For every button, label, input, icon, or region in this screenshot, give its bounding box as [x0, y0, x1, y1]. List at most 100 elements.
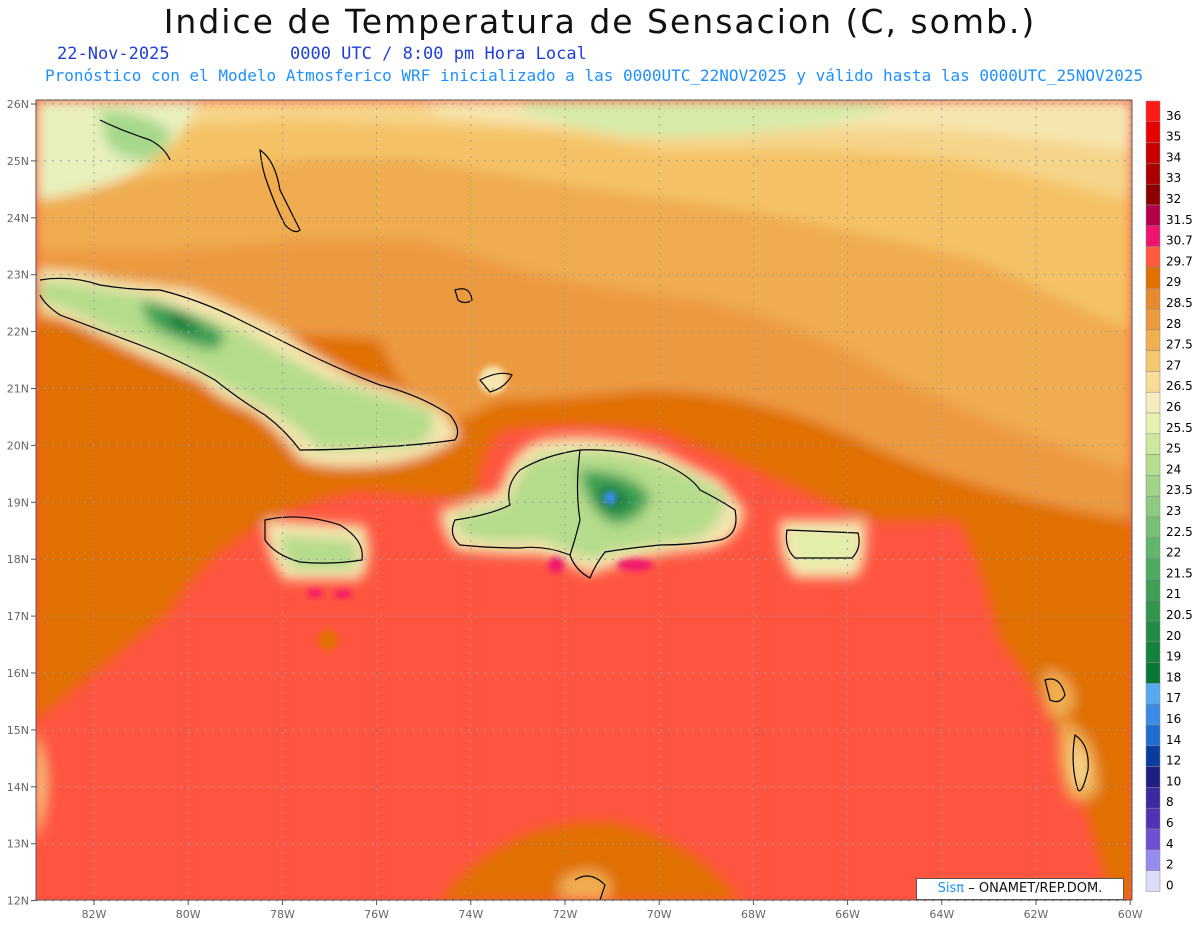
colorbar-label: 10	[1166, 774, 1181, 788]
colorbar-swatch	[1145, 703, 1161, 726]
colorbar-swatch	[1145, 475, 1161, 497]
lon-label: 70W	[647, 908, 672, 921]
lat-label: 13N	[7, 838, 29, 851]
colorbar-label: 21.5	[1166, 566, 1193, 580]
colorbar-label: 24	[1166, 462, 1181, 476]
colorbar-swatch	[1145, 787, 1161, 809]
lat-label: 17N	[7, 610, 29, 623]
colorbar-label: 20.5	[1166, 608, 1193, 622]
colorbar-swatch	[1145, 308, 1161, 331]
date-label: 22-Nov-2025	[57, 44, 170, 64]
colorbar-label: 36	[1166, 109, 1181, 123]
lon-label: 78W	[270, 908, 295, 921]
colorbar-swatch	[1145, 620, 1161, 643]
lat-label: 19N	[7, 496, 29, 509]
model-info: Pronóstico con el Modelo Atmosferico WRF…	[45, 66, 1144, 85]
colorbar-label: 0	[1166, 878, 1174, 892]
colorbar-label: 17	[1166, 691, 1181, 705]
colorbar-label: 27.5	[1166, 338, 1193, 352]
colorbar-swatch	[1145, 246, 1161, 268]
lat-label: 15N	[7, 724, 29, 737]
lon-label: 66W	[835, 908, 860, 921]
colorbar-swatch	[1145, 391, 1161, 414]
map-frame	[35, 99, 1133, 901]
colorbar-swatch	[1145, 454, 1161, 476]
colorbar-swatch	[1145, 662, 1161, 684]
colorbar-label: 12	[1166, 754, 1181, 768]
lat-label: 26N	[7, 98, 29, 111]
colorbar-label: 22	[1166, 546, 1181, 560]
colorbar-swatch	[1145, 558, 1161, 580]
colorbar-swatch	[1145, 163, 1161, 185]
colorbar-label: 34	[1166, 150, 1181, 164]
lon-label: 60W	[1118, 908, 1143, 921]
colorbar-label: 35	[1166, 130, 1181, 144]
colorbar-swatch	[1145, 745, 1161, 767]
colorbar-label: 31.5	[1166, 213, 1193, 227]
colorbar-label: 21	[1166, 587, 1181, 601]
colorbar-swatch	[1145, 766, 1161, 788]
colorbar-swatch	[1145, 267, 1161, 289]
colorbar-swatch	[1145, 516, 1161, 539]
colorbar-swatch	[1145, 287, 1161, 310]
colorbar-swatch	[1145, 579, 1161, 601]
colorbar-label: 30.7	[1166, 234, 1193, 248]
colorbar: 363534333231.530.729.72928.52827.52726.5…	[1145, 100, 1193, 892]
colorbar-swatch	[1145, 371, 1161, 393]
lon-label: 62W	[1024, 908, 1049, 921]
colorbar-swatch	[1145, 870, 1161, 892]
colorbar-swatch	[1145, 828, 1161, 851]
colorbar-label: 22.5	[1166, 525, 1193, 539]
colorbar-swatch	[1145, 121, 1161, 143]
lat-label: 21N	[7, 383, 29, 396]
colorbar-label: 6	[1166, 816, 1174, 830]
longitude-labels: 82W 80W 78W 76W 74W 72W 70W 68W 66W 64W 62W 60W	[82, 900, 1143, 921]
colorbar-swatch	[1145, 433, 1161, 455]
colorbar-label: 4	[1166, 837, 1174, 851]
latitude-labels: 26N 25N 24N 23N 22N 21N 20N 19N 18N 17N 16N 15N 14N 1…	[7, 98, 36, 908]
lat-label: 24N	[7, 212, 29, 225]
colorbar-swatch	[1145, 724, 1161, 747]
colorbar-swatch	[1145, 599, 1161, 622]
colorbar-swatch	[1145, 849, 1161, 871]
lat-label: 18N	[7, 553, 29, 566]
colorbar-swatch	[1145, 807, 1161, 830]
colorbar-label: 26.5	[1166, 379, 1193, 393]
sispi-logo: Sisπ	[937, 881, 965, 896]
colorbar-label: 18	[1166, 670, 1181, 684]
colorbar-label: 33	[1166, 171, 1181, 185]
colorbar-swatch	[1145, 683, 1161, 705]
colorbar-label: 19	[1166, 650, 1181, 664]
lat-label: 14N	[7, 781, 29, 794]
colorbar-label: 28	[1166, 317, 1181, 331]
time-label: 0000 UTC / 8:00 pm Hora Local	[290, 44, 587, 64]
lon-label: 74W	[458, 908, 483, 921]
colorbar-label: 20	[1166, 629, 1181, 643]
colorbar-label: 23.5	[1166, 483, 1193, 497]
lat-label: 25N	[7, 155, 29, 168]
colorbar-label: 29	[1166, 275, 1181, 289]
credit-box: Sisπ – ONAMET/REP.DOM.	[916, 878, 1124, 900]
lon-label: 80W	[176, 908, 201, 921]
colorbar-label: 26	[1166, 400, 1181, 414]
colorbar-swatch	[1145, 412, 1161, 435]
colorbar-label: 28.5	[1166, 296, 1193, 310]
colorbar-label: 25.5	[1166, 421, 1193, 435]
lon-label: 68W	[741, 908, 766, 921]
colorbar-swatch	[1145, 225, 1161, 247]
lon-label: 64W	[929, 908, 954, 921]
colorbar-label: 14	[1166, 733, 1181, 747]
colorbar-swatch	[1145, 641, 1161, 663]
map-title: Indice de Temperatura de Sensacion (C, s…	[163, 2, 1037, 41]
colorbar-swatch	[1145, 142, 1161, 164]
colorbar-swatch	[1145, 350, 1161, 372]
lon-label: 76W	[364, 908, 389, 921]
lat-lon-grid	[36, 100, 1132, 902]
colorbar-swatch	[1145, 204, 1161, 227]
colorbar-swatch	[1145, 495, 1161, 518]
colorbar-swatch	[1145, 537, 1161, 559]
colorbar-label: 32	[1166, 192, 1181, 206]
colorbar-label: 29.7	[1166, 254, 1193, 268]
lat-label: 12N	[7, 895, 29, 908]
